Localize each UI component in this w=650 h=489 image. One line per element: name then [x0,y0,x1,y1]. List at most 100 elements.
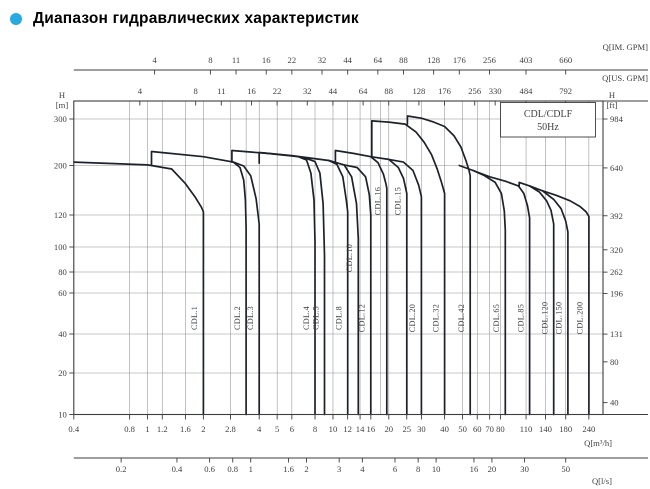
tick-label-m3h: 30 [417,424,426,434]
tick-label-ls: 8 [416,464,420,474]
tick-label-m3h: 240 [582,424,595,434]
pump-label-CDL.10: CDL.10 [345,244,354,272]
tick-label-m3h: 60 [473,424,482,434]
pump-label-CDL.12: CDL.12 [358,304,367,332]
tick-label-us-gpm: 256 [468,86,482,96]
tick-label-us-gpm: 32 [303,86,312,96]
tick-label-ls: 0.4 [172,464,183,474]
pump-envelope-CDL.5 [303,156,326,416]
tick-label-h-ft: 80 [610,357,619,367]
tick-label-im-gpm: 8 [208,55,212,65]
pump-label-CDL.20: CDL.20 [408,304,417,332]
pump-label-CDL.3: CDL.3 [246,306,255,330]
tick-label-ls: 3 [337,464,341,474]
tick-label-us-gpm: 330 [489,86,502,96]
tick-label-m3h: 80 [496,424,505,434]
tick-label-h-ft: 196 [610,288,624,298]
pump-envelope-CDL.42 [406,115,472,416]
tick-label-us-gpm: 88 [384,86,393,96]
tick-label-h-m: 200 [54,161,67,171]
tick-label-h-ft: 320 [610,245,623,255]
tick-label-us-gpm: 16 [247,86,256,96]
pump-envelope-CDL.85 [472,169,531,416]
tick-label-m3h: 40 [440,424,449,434]
pump-label-CDL.1: CDL.1 [190,306,199,330]
tick-label-im-gpm: 256 [483,55,497,65]
pump-label-CDL.32: CDL.32 [431,304,440,332]
pump-envelope-CDL.10 [327,159,360,416]
tick-label-ls: 50 [561,464,570,474]
tick-label-h-m: 60 [58,288,67,298]
tick-label-m3h: 0.8 [124,424,135,434]
tick-label-us-gpm: 11 [217,86,225,96]
tick-label-m3h: 180 [559,424,572,434]
tick-label-m3h: 70 [485,424,494,434]
tick-label-us-gpm: 8 [194,86,198,96]
tick-label-us-gpm: 128 [412,86,425,96]
tick-label-us-gpm: 44 [329,86,338,96]
tick-label-m3h: 5 [275,424,279,434]
tick-label-ls: 0.2 [116,464,127,474]
pump-envelope-CDL.16 [334,149,388,416]
tick-label-m3h: 1.6 [180,424,191,434]
tick-label-m3h: 6 [290,424,295,434]
pump-envelope-CDL.12 [343,164,372,416]
tick-label-m3h: 20 [384,424,393,434]
pump-label-CDL.42: CDL.42 [457,304,466,332]
pump-label-CDL.5: CDL.5 [311,306,320,330]
tick-label-m3h: 8 [313,424,317,434]
axis-title-h-m: H [59,90,65,100]
tick-label-im-gpm: 176 [453,55,467,65]
tick-label-im-gpm: 128 [427,55,440,65]
tick-label-im-gpm: 22 [288,55,297,65]
note-box-line1: CDL/CDLF [524,109,573,120]
tick-label-ls: 0.6 [204,464,215,474]
pump-envelope-CDL.65 [458,164,507,416]
tick-label-ls: 1 [249,464,253,474]
axis-title-h-ft: [ft] [607,100,618,110]
tick-label-m3h: 2 [201,424,205,434]
tick-label-h-ft: 131 [610,329,623,339]
pump-envelope-CDL.4 [231,149,316,416]
tick-label-im-gpm: 403 [520,55,533,65]
tick-label-m3h: 140 [539,424,552,434]
pump-label-CDL.150: CDL.150 [555,302,564,335]
tick-label-ls: 1.6 [283,464,294,474]
tick-label-h-m: 80 [58,267,67,277]
axis-title-ls: Q[l/s] [592,476,612,486]
tick-label-im-gpm: 11 [232,55,240,65]
pump-envelope-CDL.120 [518,181,555,416]
pump-label-CDL.65: CDL.65 [492,304,501,332]
tick-label-ls: 30 [520,464,529,474]
pump-label-CDL.8: CDL.8 [334,306,343,330]
tick-label-im-gpm: 4 [152,55,157,65]
tick-label-us-gpm: 64 [359,86,368,96]
pump-envelope-CDL.1 [72,161,205,416]
pump-label-CDL.15: CDL.15 [394,187,403,215]
tick-label-m3h: 12 [343,424,352,434]
page-header: Диапазон гидравлических характеристик [10,10,359,28]
tick-label-h-ft: 262 [610,267,623,277]
tick-label-m3h: 0.4 [68,424,79,434]
tick-label-h-m: 40 [58,329,67,339]
pump-envelope-CDL.15 [369,155,408,416]
tick-label-ls: 2 [304,464,308,474]
pump-envelope-CDL.150 [528,185,569,416]
tick-label-h-ft: 984 [610,114,624,124]
pump-label-CDL.85: CDL.85 [516,304,525,332]
tick-label-ls: 0.8 [227,464,238,474]
tick-label-im-gpm: 64 [374,55,383,65]
axis-title-h-ft: H [609,90,615,100]
pump-label-CDL.200: CDL.200 [576,302,585,335]
pump-envelope-CDL.32 [370,120,446,416]
tick-label-us-gpm: 176 [438,86,452,96]
pump-envelope-CDL.200 [541,189,590,416]
tick-label-h-m: 20 [58,368,67,378]
tick-label-h-ft: 640 [610,163,623,173]
pump-envelope-CDL.20 [387,158,423,416]
tick-label-ls: 6 [393,464,398,474]
axis-title-us-gpm: Q[US. GPM] [602,73,648,83]
tick-label-h-m: 100 [54,242,67,252]
tick-label-us-gpm: 484 [520,86,534,96]
